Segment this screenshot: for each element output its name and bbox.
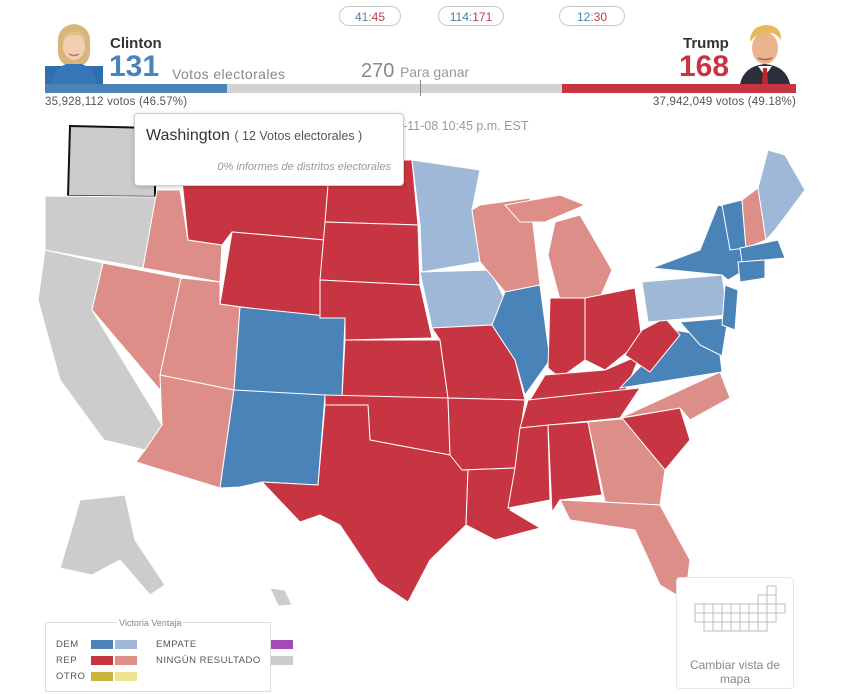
state-texas[interactable] <box>260 404 469 603</box>
cartogram-icon <box>694 585 786 632</box>
legend-other-win-swatch <box>91 672 113 681</box>
state-wyoming[interactable] <box>219 231 326 319</box>
pill-score-2: 114:171 <box>438 6 504 26</box>
change-map-view-label: Cambiar vista de mapa <box>689 658 781 686</box>
to-win: 270 Para ganar <box>361 60 469 83</box>
tooltip-title: Washington ( 12 Votos electorales ) <box>146 127 362 145</box>
legend-rep-lead-swatch <box>115 656 137 665</box>
trump-electoral-votes: 168 <box>679 50 730 83</box>
ev-bar-trump <box>562 84 796 93</box>
state-kentucky[interactable] <box>529 354 641 401</box>
to-win-label: Para ganar <box>399 64 470 80</box>
state-tooltip: Washington ( 12 Votos electorales ) 0% i… <box>134 113 404 186</box>
clinton-electoral-votes: 131 <box>109 50 160 83</box>
state-massachusetts[interactable] <box>739 239 786 263</box>
state-iowa[interactable] <box>419 269 506 329</box>
state-michigan[interactable] <box>547 214 613 301</box>
state-mississippi[interactable] <box>507 424 551 509</box>
state-ohio[interactable] <box>584 287 643 371</box>
tooltip-electoral-votes: ( 12 Votos electorales ) <box>234 129 363 143</box>
state-hawaii[interactable] <box>269 587 293 607</box>
state-maryland[interactable] <box>678 317 729 357</box>
state-colorado[interactable] <box>233 306 346 398</box>
state-minnesota[interactable] <box>411 159 481 273</box>
ev-bar-clinton <box>45 84 227 93</box>
state-new-mexico[interactable] <box>219 389 326 489</box>
state-arkansas[interactable] <box>447 397 526 471</box>
legend-no-result-swatch <box>271 656 293 665</box>
state-pennsylvania[interactable] <box>641 274 729 323</box>
map-legend: Victoria Ventaja DEM REP OTRO EMPATE NIN… <box>45 618 293 692</box>
state-west-virginia[interactable] <box>624 317 681 373</box>
trump-avatar <box>740 25 790 84</box>
pill-score-1: 41:45 <box>339 6 401 26</box>
legend-rep-win-swatch <box>91 656 113 665</box>
ev-bar-270-marker <box>420 80 421 96</box>
legend-dem-label: DEM <box>56 639 79 650</box>
pill-score-3: 12:30 <box>559 6 625 26</box>
state-north-carolina[interactable] <box>619 371 731 421</box>
clinton-avatar <box>45 24 103 84</box>
state-south-dakota[interactable] <box>319 221 421 286</box>
state-michigan-up[interactable] <box>504 194 587 223</box>
legend-dem-win-swatch <box>91 640 113 649</box>
clinton-popular-vote: 35,928,112 votos (46.57%) <box>45 96 188 108</box>
state-nevada[interactable] <box>91 262 182 392</box>
legend-rep-label: REP <box>56 655 78 666</box>
clinton-name: Clinton <box>110 35 162 52</box>
trump-name: Trump <box>683 35 729 52</box>
state-alabama[interactable] <box>547 421 603 514</box>
legend-tie-swatch <box>271 640 293 649</box>
state-alaska[interactable] <box>59 494 166 596</box>
legend-header: Victoria Ventaja <box>117 618 184 628</box>
legend-other-lead-swatch <box>115 672 137 681</box>
legend-other-label: OTRO <box>56 671 86 682</box>
legend-tie-label: EMPATE <box>156 639 197 650</box>
tooltip-state-name: Washington <box>146 127 230 144</box>
trump-popular-vote: 37,942,049 votos (49.18%) <box>652 96 796 108</box>
tooltip-reporting: 0% informes de distritos electorales <box>217 161 391 173</box>
electoral-votes-label: Votos electorales <box>172 66 286 82</box>
state-indiana[interactable] <box>547 297 586 379</box>
state-new-jersey[interactable] <box>721 284 739 331</box>
state-florida[interactable] <box>559 499 691 601</box>
legend-dem-lead-swatch <box>115 640 137 649</box>
legend-no-result-label: NINGÚN RESULTADO <box>156 655 261 666</box>
state-illinois[interactable] <box>491 284 551 397</box>
updated-timestamp: 6-11-08 10:45 p.m. EST <box>396 119 529 133</box>
to-win-number: 270 <box>361 60 395 82</box>
state-kansas[interactable] <box>341 339 449 399</box>
state-maine[interactable] <box>757 149 806 242</box>
change-map-view-button[interactable]: Cambiar vista de mapa <box>676 577 794 689</box>
state-connecticut[interactable] <box>737 259 766 283</box>
